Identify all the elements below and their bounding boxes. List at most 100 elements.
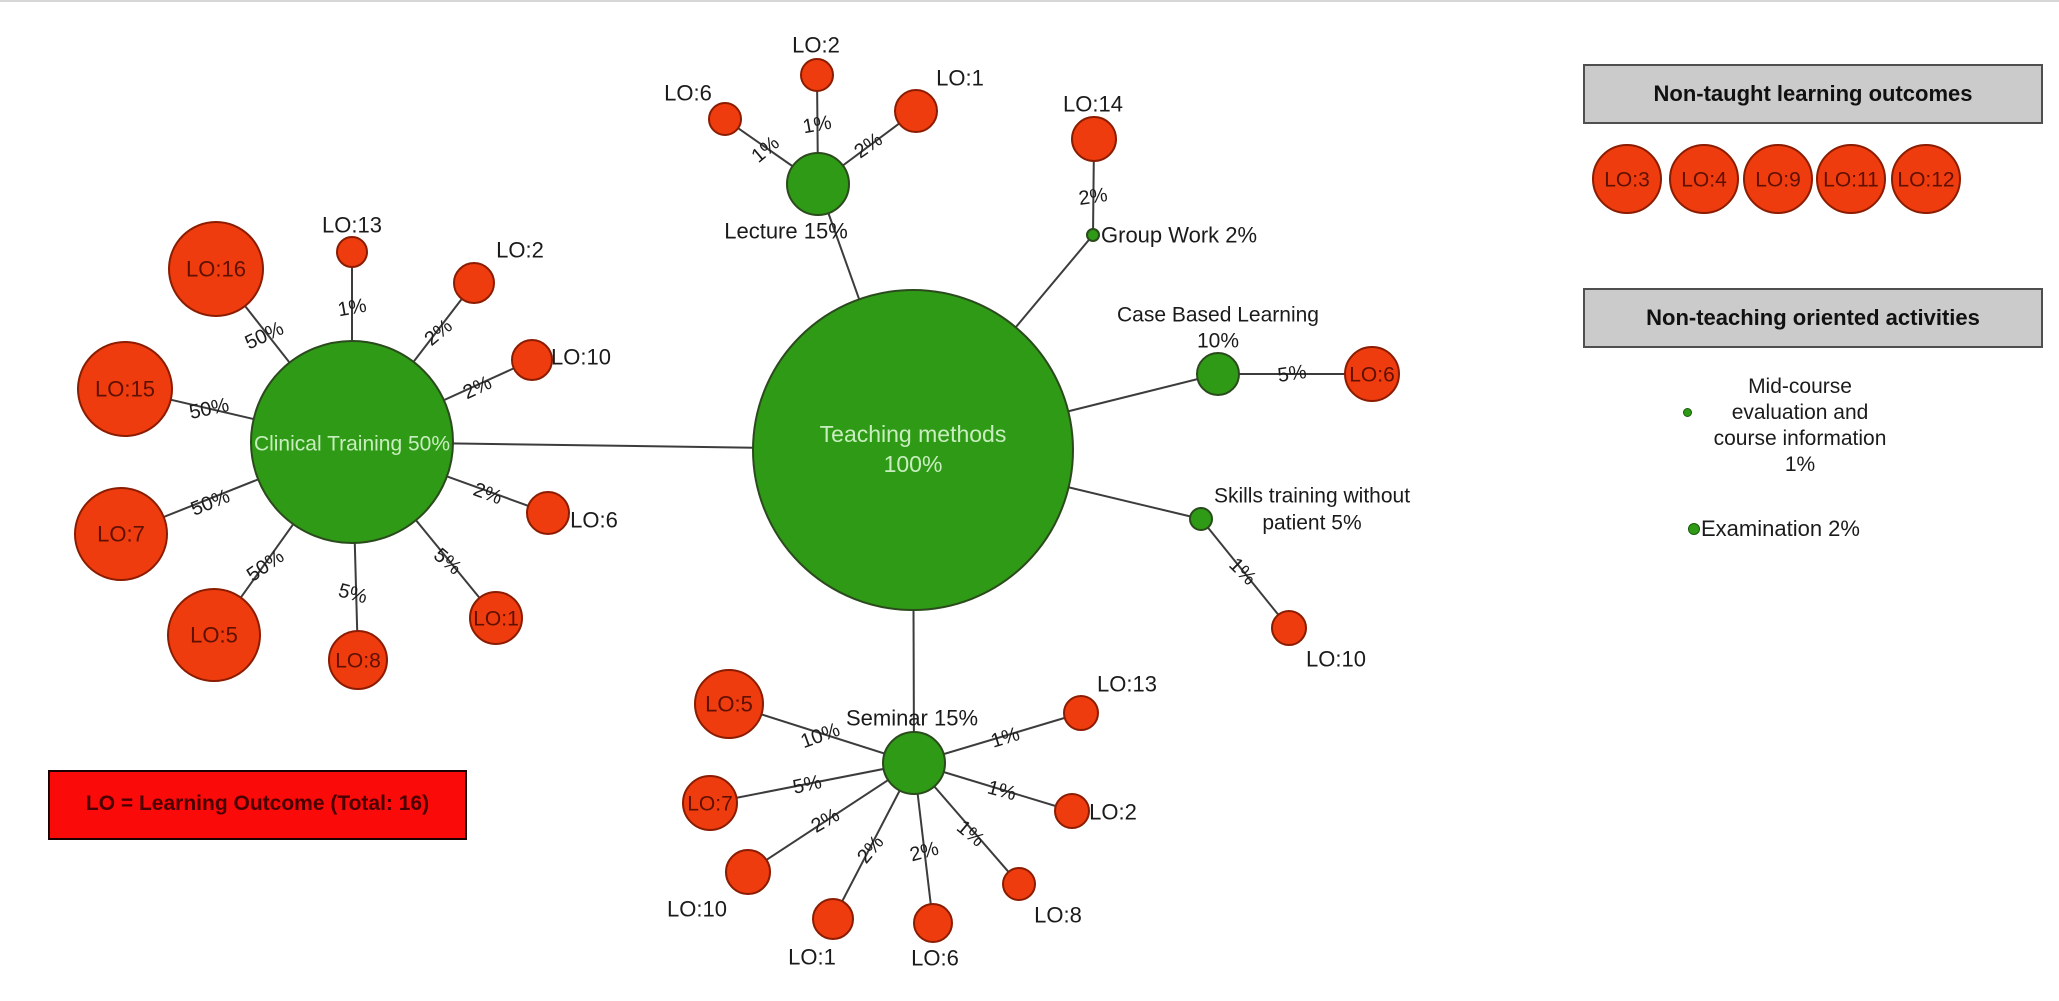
- label-sem-lo1: LO:1: [788, 945, 836, 970]
- label-ct-lo1: LO:1: [473, 607, 519, 630]
- node-ct-lo13: [336, 236, 368, 268]
- node-legend-lo11: [1816, 144, 1886, 214]
- edge-label-seminar-sem-lo2: 1%: [985, 777, 1019, 806]
- node-ct-lo15: [77, 341, 173, 437]
- node-lec-lo2: [800, 58, 834, 92]
- label-ct-lo6: LO:6: [570, 508, 618, 533]
- node-group-work: [1086, 228, 1100, 242]
- edge-label-lecture-lec-lo1: 2%: [850, 128, 886, 163]
- node-st-lo10: [1271, 610, 1307, 646]
- node-sem-lo6: [913, 903, 953, 943]
- node-sem-lo5: [694, 669, 764, 739]
- midcourse-evaluation-item: Mid-course evaluation and course informa…: [1670, 374, 1930, 478]
- node-lec-lo6: [708, 102, 742, 136]
- label-ct-lo8: LO:8: [335, 649, 381, 672]
- node-lec-lo1: [894, 89, 938, 133]
- label-gw-lo14: LO:14: [1063, 92, 1123, 117]
- node-gw-lo14: [1071, 116, 1117, 162]
- label-sem-lo7: LO:7: [687, 792, 733, 815]
- edge-label-clinical-training-ct-lo13: 1%: [336, 295, 369, 322]
- label-ct-lo2: LO:2: [496, 238, 544, 263]
- node-sem-lo8: [1002, 867, 1036, 901]
- label-teaching-methods-0: Teaching methods: [820, 421, 1007, 447]
- edge-label-seminar-sem-lo1: 2%: [853, 831, 889, 867]
- lo-abbreviation-note: LO = Learning Outcome (Total: 16): [48, 770, 467, 840]
- edge-label-clinical-training-ct-lo15: 50%: [187, 394, 231, 424]
- edge-label-clinical-training-ct-lo6: 2%: [470, 479, 505, 510]
- node-sem-lo10: [725, 849, 771, 895]
- node-legend-lo4: [1669, 144, 1739, 214]
- node-sem-lo1: [812, 898, 854, 940]
- edge-label-lecture-lec-lo2: 1%: [801, 112, 834, 139]
- label-lec-lo6: LO:6: [664, 81, 712, 106]
- edge-label-clinical-training-ct-lo16: 50%: [242, 317, 288, 354]
- edge-label-seminar-sem-lo8: 1%: [952, 816, 988, 852]
- node-ct-lo7: [74, 487, 168, 581]
- label-legend-lo12: LO:12: [1897, 168, 1954, 191]
- edge-label-group-work-gw-lo14: 2%: [1077, 184, 1109, 210]
- edge-label-clinical-training-ct-lo7: 50%: [188, 485, 234, 520]
- node-legend-lo12: [1891, 144, 1961, 214]
- label-sem-lo13: LO:13: [1097, 672, 1157, 697]
- node-ct-lo10: [511, 339, 553, 381]
- label-case-based-learning-1: 10%: [1197, 329, 1239, 352]
- label-sem-lo5: LO:5: [705, 692, 753, 717]
- edge-label-seminar-sem-lo10: 2%: [807, 804, 843, 838]
- edge-skills-training-st-lo10: [1200, 518, 1290, 629]
- node-ct-lo8: [328, 630, 388, 690]
- label-legend-lo4: LO:4: [1681, 168, 1727, 191]
- label-teaching-methods-1: 100%: [884, 451, 943, 477]
- node-ct-lo1: [469, 591, 523, 645]
- label-ct-lo16: LO:16: [186, 257, 246, 282]
- edge-label-lecture-lec-lo6: 1%: [748, 132, 784, 168]
- node-seminar: [882, 731, 946, 795]
- edge-label-clinical-training-ct-lo5: 50%: [243, 545, 289, 586]
- label-sem-lo2: LO:2: [1089, 800, 1137, 825]
- label-ct-lo13: LO:13: [322, 213, 382, 238]
- label-lec-lo1: LO:1: [936, 66, 984, 91]
- node-teaching-methods: [752, 289, 1074, 611]
- label-skills-training-0: Skills training without: [1214, 484, 1410, 507]
- node-case-based-learning: [1196, 352, 1240, 396]
- label-lecture: Lecture 15%: [724, 219, 848, 244]
- node-sem-lo13: [1063, 695, 1099, 731]
- label-group-work: Group Work 2%: [1101, 223, 1257, 248]
- edge-label-clinical-training-ct-lo8: 5%: [336, 580, 370, 609]
- label-clinical-training: Clinical Training 50%: [254, 432, 450, 455]
- node-lecture: [786, 152, 850, 216]
- label-legend-lo11: LO:11: [1823, 168, 1879, 191]
- midcourse-dot-icon: [1683, 408, 1692, 417]
- node-ct-lo5: [167, 588, 261, 682]
- label-lec-lo2: LO:2: [792, 33, 840, 58]
- label-seminar: Seminar 15%: [846, 706, 978, 731]
- edge-seminar-sem-lo7: [709, 762, 915, 804]
- node-sem-lo2: [1054, 793, 1090, 829]
- edge-label-case-based-learning-cbl-lo6: 5%: [1276, 361, 1308, 387]
- examination-label: Examination 2%: [1701, 516, 1860, 541]
- edge-label-seminar-sem-lo7: 5%: [791, 771, 824, 799]
- non-taught-outcomes-header: Non-taught learning outcomes: [1583, 64, 2043, 124]
- label-ct-lo15: LO:15: [95, 377, 155, 402]
- edge-label-clinical-training-ct-lo10: 2%: [460, 372, 496, 404]
- edge-label-seminar-sem-lo5: 10%: [798, 719, 843, 753]
- edge-label-seminar-sem-lo13: 1%: [988, 723, 1022, 753]
- node-ct-lo2: [453, 262, 495, 304]
- label-sem-lo8: LO:8: [1034, 903, 1082, 928]
- label-ct-lo7: LO:7: [97, 522, 145, 547]
- edge-seminar-sem-lo10: [747, 762, 915, 873]
- node-legend-lo3: [1592, 144, 1662, 214]
- examination-dot-icon: [1688, 523, 1700, 535]
- non-teaching-activities-header: Non-teaching oriented activities: [1583, 288, 2043, 348]
- edge-label-seminar-sem-lo6: 2%: [907, 838, 941, 867]
- label-cbl-lo6: LO:6: [1349, 363, 1395, 386]
- label-ct-lo5: LO:5: [190, 623, 238, 648]
- node-ct-lo6: [526, 491, 570, 535]
- node-sem-lo7: [682, 775, 738, 831]
- label-legend-lo9: LO:9: [1755, 168, 1801, 191]
- node-ct-lo16: [168, 221, 264, 317]
- label-legend-lo3: LO:3: [1604, 168, 1650, 191]
- node-cbl-lo6: [1344, 346, 1400, 402]
- examination-item: Examination 2%: [1688, 516, 1860, 542]
